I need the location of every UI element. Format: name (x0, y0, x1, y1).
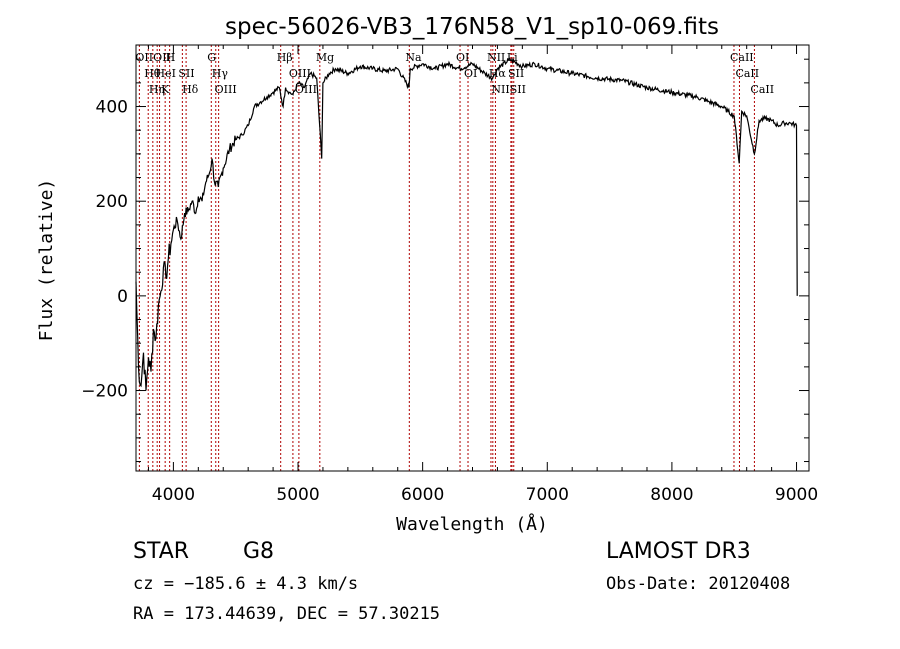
line-label-15: Mg (316, 51, 334, 64)
line-label-25: CaII (730, 51, 754, 64)
line-label-9: G (207, 51, 216, 64)
line-label-10: Hγ (212, 67, 229, 80)
velocity-text: cz = −185.6 ± 4.3 km/s (133, 574, 359, 594)
line-label-21: NII (491, 83, 509, 96)
obs-date-text: Obs-Date: 20120408 (606, 574, 791, 594)
line-label-2: Hη (149, 83, 165, 96)
subclass-label: G8 (243, 539, 275, 564)
line-label-0: OII (135, 51, 153, 64)
x-tick-label-3: 7000 (526, 485, 569, 505)
x-axis-label: Wavelength (Å) (396, 513, 548, 535)
line-label-4: HeI (156, 67, 176, 80)
y-tick-label-3: 400 (96, 98, 128, 118)
x-tick-label-0: 4000 (152, 485, 195, 505)
line-label-17: OI (456, 51, 469, 64)
line-label-3: OIII (153, 51, 175, 64)
line-label-18: OI (464, 67, 477, 80)
line-labels: OIIHθHηOIIIHeIKHSIIHδGHγOIIIHβOIIIOIIIMg… (135, 51, 774, 96)
line-label-13: OIII (289, 67, 311, 80)
line-label-27: CaII (750, 83, 774, 96)
emission-lines (138, 45, 755, 471)
line-label-26: CaII (735, 67, 759, 80)
line-label-11: OIII (215, 83, 237, 96)
line-label-12: Hβ (277, 51, 293, 64)
line-label-1: Hθ (144, 67, 161, 80)
line-label-14: OIII (295, 83, 317, 96)
y-axis: −200 0 200 400 (81, 58, 809, 463)
line-label-23: SII (508, 67, 524, 80)
x-axis: 4000 5000 6000 7000 8000 9000 (147, 45, 818, 505)
coords-text: RA = 173.44639, DEC = 57.30215 (133, 604, 441, 624)
line-label-19: NII (487, 51, 505, 64)
line-label-5: K (161, 83, 170, 96)
y-tick-label-1: 0 (117, 287, 128, 307)
y-tick-label-0: −200 (81, 382, 128, 402)
y-axis-label: Flux (relative) (36, 179, 57, 342)
line-label-8: Hδ (182, 83, 199, 96)
line-label-22: Li (507, 51, 518, 64)
x-tick-label-5: 9000 (775, 485, 818, 505)
x-tick-label-2: 6000 (401, 485, 444, 505)
line-label-6: H (166, 51, 176, 64)
plot-frame (135, 44, 810, 472)
line-label-24: SII (510, 83, 526, 96)
x-tick-label-1: 5000 (276, 485, 319, 505)
line-label-16: Na (405, 51, 422, 64)
flux-series-line (135, 56, 798, 391)
survey-label: LAMOST DR3 (606, 539, 751, 564)
y-tick-label-2: 200 (96, 192, 128, 212)
chart-title: spec-56026-VB3_176N58_V1_sp10-069.fits (225, 14, 719, 40)
x-tick-label-4: 8000 (650, 485, 693, 505)
line-label-7: SII (178, 67, 194, 80)
class-label: STAR (133, 539, 190, 564)
